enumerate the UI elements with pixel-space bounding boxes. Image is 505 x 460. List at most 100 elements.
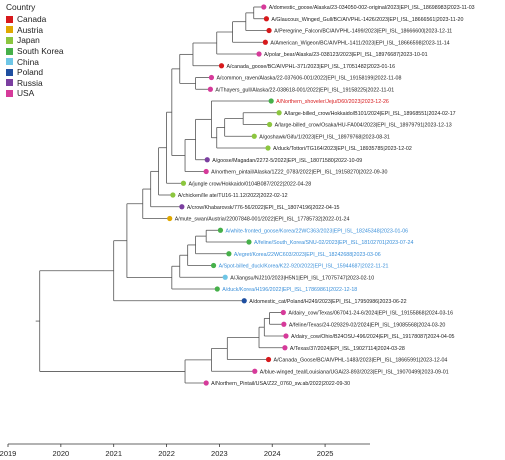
tip-label: A/Northern_shoveler/Jeju/D60/2023|2023-1… bbox=[276, 99, 389, 105]
tip-marker bbox=[241, 298, 247, 304]
tip-label: A/feline/South_Korea/SNU-02/2023|EPI_ISL… bbox=[254, 240, 413, 246]
tip-label: A/Glaucous_Winged_Gull/BC/AIVPHL-1426/20… bbox=[271, 17, 463, 23]
legend-label: China bbox=[17, 56, 39, 67]
legend-label: Japan bbox=[17, 35, 40, 46]
tip-label: A/Canada_Goose/BC/AIVPHL-1483/2023|EPI_I… bbox=[274, 358, 448, 364]
tip-label: A/large-billed_crow/Osaka/HU-FA004/2023|… bbox=[275, 123, 452, 129]
axis-tick-label: 2019 bbox=[0, 449, 16, 458]
tip-marker bbox=[276, 110, 282, 116]
tip-label: A/egret/Korea/22WC603/2023|EPI_ISL_18242… bbox=[234, 252, 381, 258]
tip-label: A/white-fronted_goose/Korea/22WC363/2023… bbox=[225, 228, 408, 234]
tip-label: A/goshawk/Gifu/1/2023|EPI_ISL_18979768|2… bbox=[259, 134, 390, 140]
tip-marker bbox=[214, 286, 220, 292]
tip-marker bbox=[226, 251, 232, 257]
tip-marker bbox=[208, 74, 215, 81]
legend-swatch bbox=[6, 79, 13, 87]
tip-label: A/common_raven/Alaska/22-037606-001/2022… bbox=[216, 76, 401, 82]
tip-label: A/large-billed_crow/Hokkaido/B101/2024|E… bbox=[284, 111, 456, 117]
tip-marker bbox=[251, 133, 257, 139]
tip-label: A/polar_bear/Alaska/23-038123/2023|EPI_I… bbox=[264, 52, 428, 58]
tip-label: A/feline/Texas/24-029329-02/2024|EPI_ISL… bbox=[289, 322, 446, 328]
axis-tick-label: 2023 bbox=[211, 449, 228, 458]
legend-swatch bbox=[6, 68, 13, 76]
tip-marker bbox=[179, 204, 185, 210]
tip-label: A/jungle crow/Hokkaido/0104B087/2022|202… bbox=[188, 181, 311, 187]
tip-marker bbox=[256, 51, 262, 57]
legend-label: USA bbox=[17, 88, 35, 99]
tip-marker bbox=[283, 333, 289, 339]
tip-label: A/domestic_cat/Poland/H249/2023|EPI_ISL_… bbox=[249, 299, 406, 305]
tip-label: A/duck/Tottori/TG164/2023|EPI_ISL_189357… bbox=[273, 146, 412, 152]
legend-item-japan: Japan bbox=[6, 35, 64, 46]
axis-tick-label: 2025 bbox=[317, 449, 334, 458]
tip-marker bbox=[281, 321, 287, 327]
legend-item-russia: Russia bbox=[6, 78, 64, 89]
legend-swatch bbox=[6, 15, 13, 23]
tip-marker bbox=[167, 215, 173, 222]
tip-marker bbox=[265, 145, 271, 151]
tip-marker bbox=[263, 16, 270, 22]
legend-title: Country bbox=[6, 2, 36, 12]
legend-item-poland: Poland bbox=[6, 67, 64, 78]
tip-marker bbox=[246, 239, 252, 245]
legend-item-austria: Austria bbox=[6, 25, 64, 36]
legend-swatch bbox=[6, 26, 13, 34]
tip-label: A/domestic_goose/Alaska/23-034050-002-or… bbox=[269, 5, 475, 11]
tip-marker bbox=[268, 98, 274, 104]
tip-label: A/dairy_cow/Ohio/B24OSU-496/2024|EPI_ISL… bbox=[291, 334, 455, 340]
tip-label: A/duck/Korea/H196/2022|EPI_ISL_17869861|… bbox=[222, 287, 357, 293]
tip-marker bbox=[203, 380, 209, 386]
tip-label: A/mute_swan/Austria/22007848-001/2022|EP… bbox=[175, 217, 350, 223]
legend-swatch bbox=[6, 36, 13, 44]
tip-marker bbox=[262, 39, 268, 45]
tip-label: A/Jiangsu/NJ210/2023|H5N1|EPI_ISL_170757… bbox=[230, 275, 374, 281]
axis-tick-label: 2024 bbox=[264, 449, 281, 458]
tip-label: A/Northern_Pintail/USA/Z22_0760_sw.ab/20… bbox=[211, 381, 350, 387]
tip-marker bbox=[170, 192, 176, 198]
legend-swatch bbox=[6, 89, 13, 97]
tip-label: A/northern_pintail/Alaska/1Z22_0783/2022… bbox=[211, 170, 387, 176]
legend-label: Poland bbox=[17, 67, 44, 78]
legend-item-south-korea: South Korea bbox=[6, 46, 64, 57]
tip-marker bbox=[265, 356, 272, 363]
tip-marker bbox=[252, 368, 258, 374]
legend-label: Russia bbox=[17, 77, 43, 88]
legend-item-canada: Canada bbox=[6, 14, 64, 25]
legend-label: Austria bbox=[17, 24, 44, 35]
legend-label: Canada bbox=[17, 14, 47, 25]
tip-marker bbox=[282, 345, 288, 351]
legend-swatch bbox=[6, 58, 13, 66]
legend-swatch bbox=[6, 47, 13, 55]
tip-label: A/dairy_cow/Texas/067041-24-6/2024|EPI_I… bbox=[288, 311, 453, 317]
tip-marker bbox=[180, 180, 187, 186]
tip-label: A/blue-winged_teal/Louisiana/UGAi23-893/… bbox=[260, 369, 449, 375]
tip-marker bbox=[218, 63, 225, 69]
tip-label: A/goose/Magadan/2272-5/2022|EPI_ISL_1807… bbox=[212, 158, 362, 164]
legend-label: South Korea bbox=[17, 46, 64, 57]
axis-tick-label: 2020 bbox=[53, 449, 70, 458]
legend-item-usa: USA bbox=[6, 88, 64, 99]
tip-marker bbox=[266, 27, 272, 34]
tip-label: A/American_Wigeon/BC/AIVPHL-1411/2023|EP… bbox=[270, 40, 449, 46]
tip-marker bbox=[261, 4, 267, 10]
tree-branches bbox=[35, 6, 286, 384]
tip-label: A/crow/Khabarovsk/776-56/2022|EPI_ISL_18… bbox=[187, 205, 340, 211]
tip-label: A/Spot-billed_duck/Korea/K22-920/2022|EP… bbox=[219, 264, 389, 270]
tip-label: A/chicken/Ile ate/TU16-11.12/2022|2022-0… bbox=[178, 193, 288, 199]
tip-marker bbox=[280, 309, 286, 316]
tip-marker bbox=[203, 168, 209, 175]
tip-label: A/Thayers_gull/Alaska/22-038618-001/2022… bbox=[215, 87, 394, 93]
tip-marker bbox=[207, 86, 214, 92]
tree-tips: A/domestic_goose/Alaska/23-034050-002-or… bbox=[167, 4, 475, 387]
country-legend: Country Canada Austria Japan South Korea… bbox=[6, 2, 64, 99]
tip-marker bbox=[217, 227, 224, 233]
tip-marker bbox=[210, 262, 217, 269]
tip-label: A/canada_goose/BC/AIVPHL-371/2023|EPI_IS… bbox=[227, 64, 396, 70]
axis-tick-label: 2021 bbox=[105, 449, 122, 458]
axis-tick-label: 2022 bbox=[158, 449, 175, 458]
time-axis: 2019 2020 2021 2022 2023 2024 2025 bbox=[0, 443, 370, 458]
tip-label: A/Peregrine_Falcon/BC/AIVPHL-1499/2023|E… bbox=[274, 29, 452, 35]
tip-label: A/Texas/37/2024|EPI_ISL_19027114|2024-03… bbox=[290, 346, 405, 352]
tip-marker bbox=[204, 157, 210, 163]
